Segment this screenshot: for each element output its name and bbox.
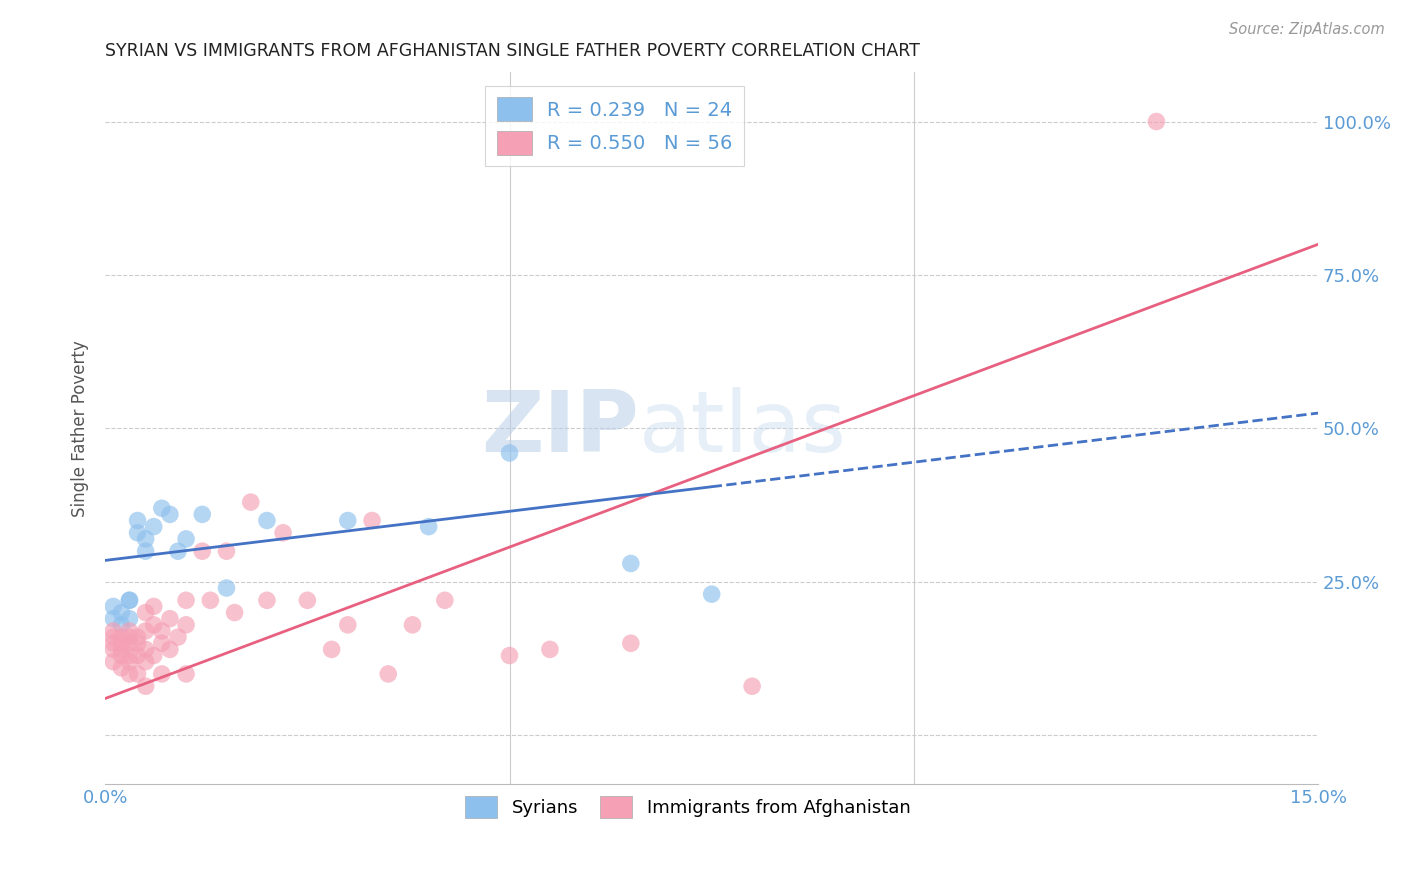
Point xyxy=(135,655,157,669)
Point xyxy=(191,508,214,522)
Point xyxy=(1144,114,1167,128)
Point xyxy=(256,593,278,607)
Point xyxy=(297,593,319,607)
Point xyxy=(167,544,190,558)
Point xyxy=(167,630,190,644)
Point xyxy=(135,532,157,546)
Point xyxy=(159,612,181,626)
Point xyxy=(159,642,181,657)
Point xyxy=(538,642,561,657)
Point xyxy=(191,544,214,558)
Point xyxy=(142,648,165,663)
Point xyxy=(142,599,165,614)
Text: Source: ZipAtlas.com: Source: ZipAtlas.com xyxy=(1229,22,1385,37)
Point xyxy=(336,514,359,528)
Text: ZIP: ZIP xyxy=(481,387,638,470)
Point xyxy=(135,679,157,693)
Point xyxy=(127,667,149,681)
Point xyxy=(118,593,141,607)
Point xyxy=(498,648,520,663)
Point xyxy=(135,642,157,657)
Point xyxy=(498,446,520,460)
Point xyxy=(256,514,278,528)
Point xyxy=(103,642,125,657)
Point xyxy=(103,630,125,644)
Point xyxy=(336,617,359,632)
Point xyxy=(118,648,141,663)
Point xyxy=(103,636,125,650)
Point xyxy=(118,655,141,669)
Point xyxy=(127,636,149,650)
Point xyxy=(418,519,440,533)
Point xyxy=(215,581,238,595)
Point xyxy=(118,624,141,638)
Point xyxy=(321,642,343,657)
Point xyxy=(110,617,132,632)
Point xyxy=(150,636,173,650)
Point xyxy=(110,642,132,657)
Point xyxy=(135,624,157,638)
Point xyxy=(110,630,132,644)
Point xyxy=(110,648,132,663)
Y-axis label: Single Father Poverty: Single Father Poverty xyxy=(72,340,89,516)
Point xyxy=(150,667,173,681)
Legend: Syrians, Immigrants from Afghanistan: Syrians, Immigrants from Afghanistan xyxy=(457,789,918,825)
Point xyxy=(174,532,197,546)
Point xyxy=(215,544,238,558)
Point xyxy=(135,544,157,558)
Point xyxy=(127,514,149,528)
Point xyxy=(135,606,157,620)
Point xyxy=(159,508,181,522)
Point xyxy=(620,636,643,650)
Point xyxy=(118,612,141,626)
Point xyxy=(271,525,294,540)
Point xyxy=(741,679,763,693)
Point xyxy=(174,593,197,607)
Point xyxy=(142,617,165,632)
Point xyxy=(174,667,197,681)
Text: atlas: atlas xyxy=(638,387,846,470)
Point xyxy=(142,519,165,533)
Point xyxy=(239,495,262,509)
Point xyxy=(118,630,141,644)
Point xyxy=(118,593,141,607)
Point xyxy=(103,624,125,638)
Point xyxy=(103,612,125,626)
Point xyxy=(110,606,132,620)
Point xyxy=(118,667,141,681)
Point xyxy=(127,630,149,644)
Point xyxy=(224,606,246,620)
Point xyxy=(103,655,125,669)
Point xyxy=(401,617,423,632)
Point xyxy=(127,525,149,540)
Point xyxy=(361,514,384,528)
Point xyxy=(127,648,149,663)
Point xyxy=(110,661,132,675)
Point xyxy=(150,501,173,516)
Point xyxy=(118,636,141,650)
Point xyxy=(150,624,173,638)
Point xyxy=(433,593,456,607)
Point xyxy=(200,593,222,607)
Point xyxy=(377,667,399,681)
Text: SYRIAN VS IMMIGRANTS FROM AFGHANISTAN SINGLE FATHER POVERTY CORRELATION CHART: SYRIAN VS IMMIGRANTS FROM AFGHANISTAN SI… xyxy=(105,42,920,60)
Point xyxy=(620,557,643,571)
Point xyxy=(174,617,197,632)
Point xyxy=(110,636,132,650)
Point xyxy=(103,599,125,614)
Point xyxy=(700,587,723,601)
